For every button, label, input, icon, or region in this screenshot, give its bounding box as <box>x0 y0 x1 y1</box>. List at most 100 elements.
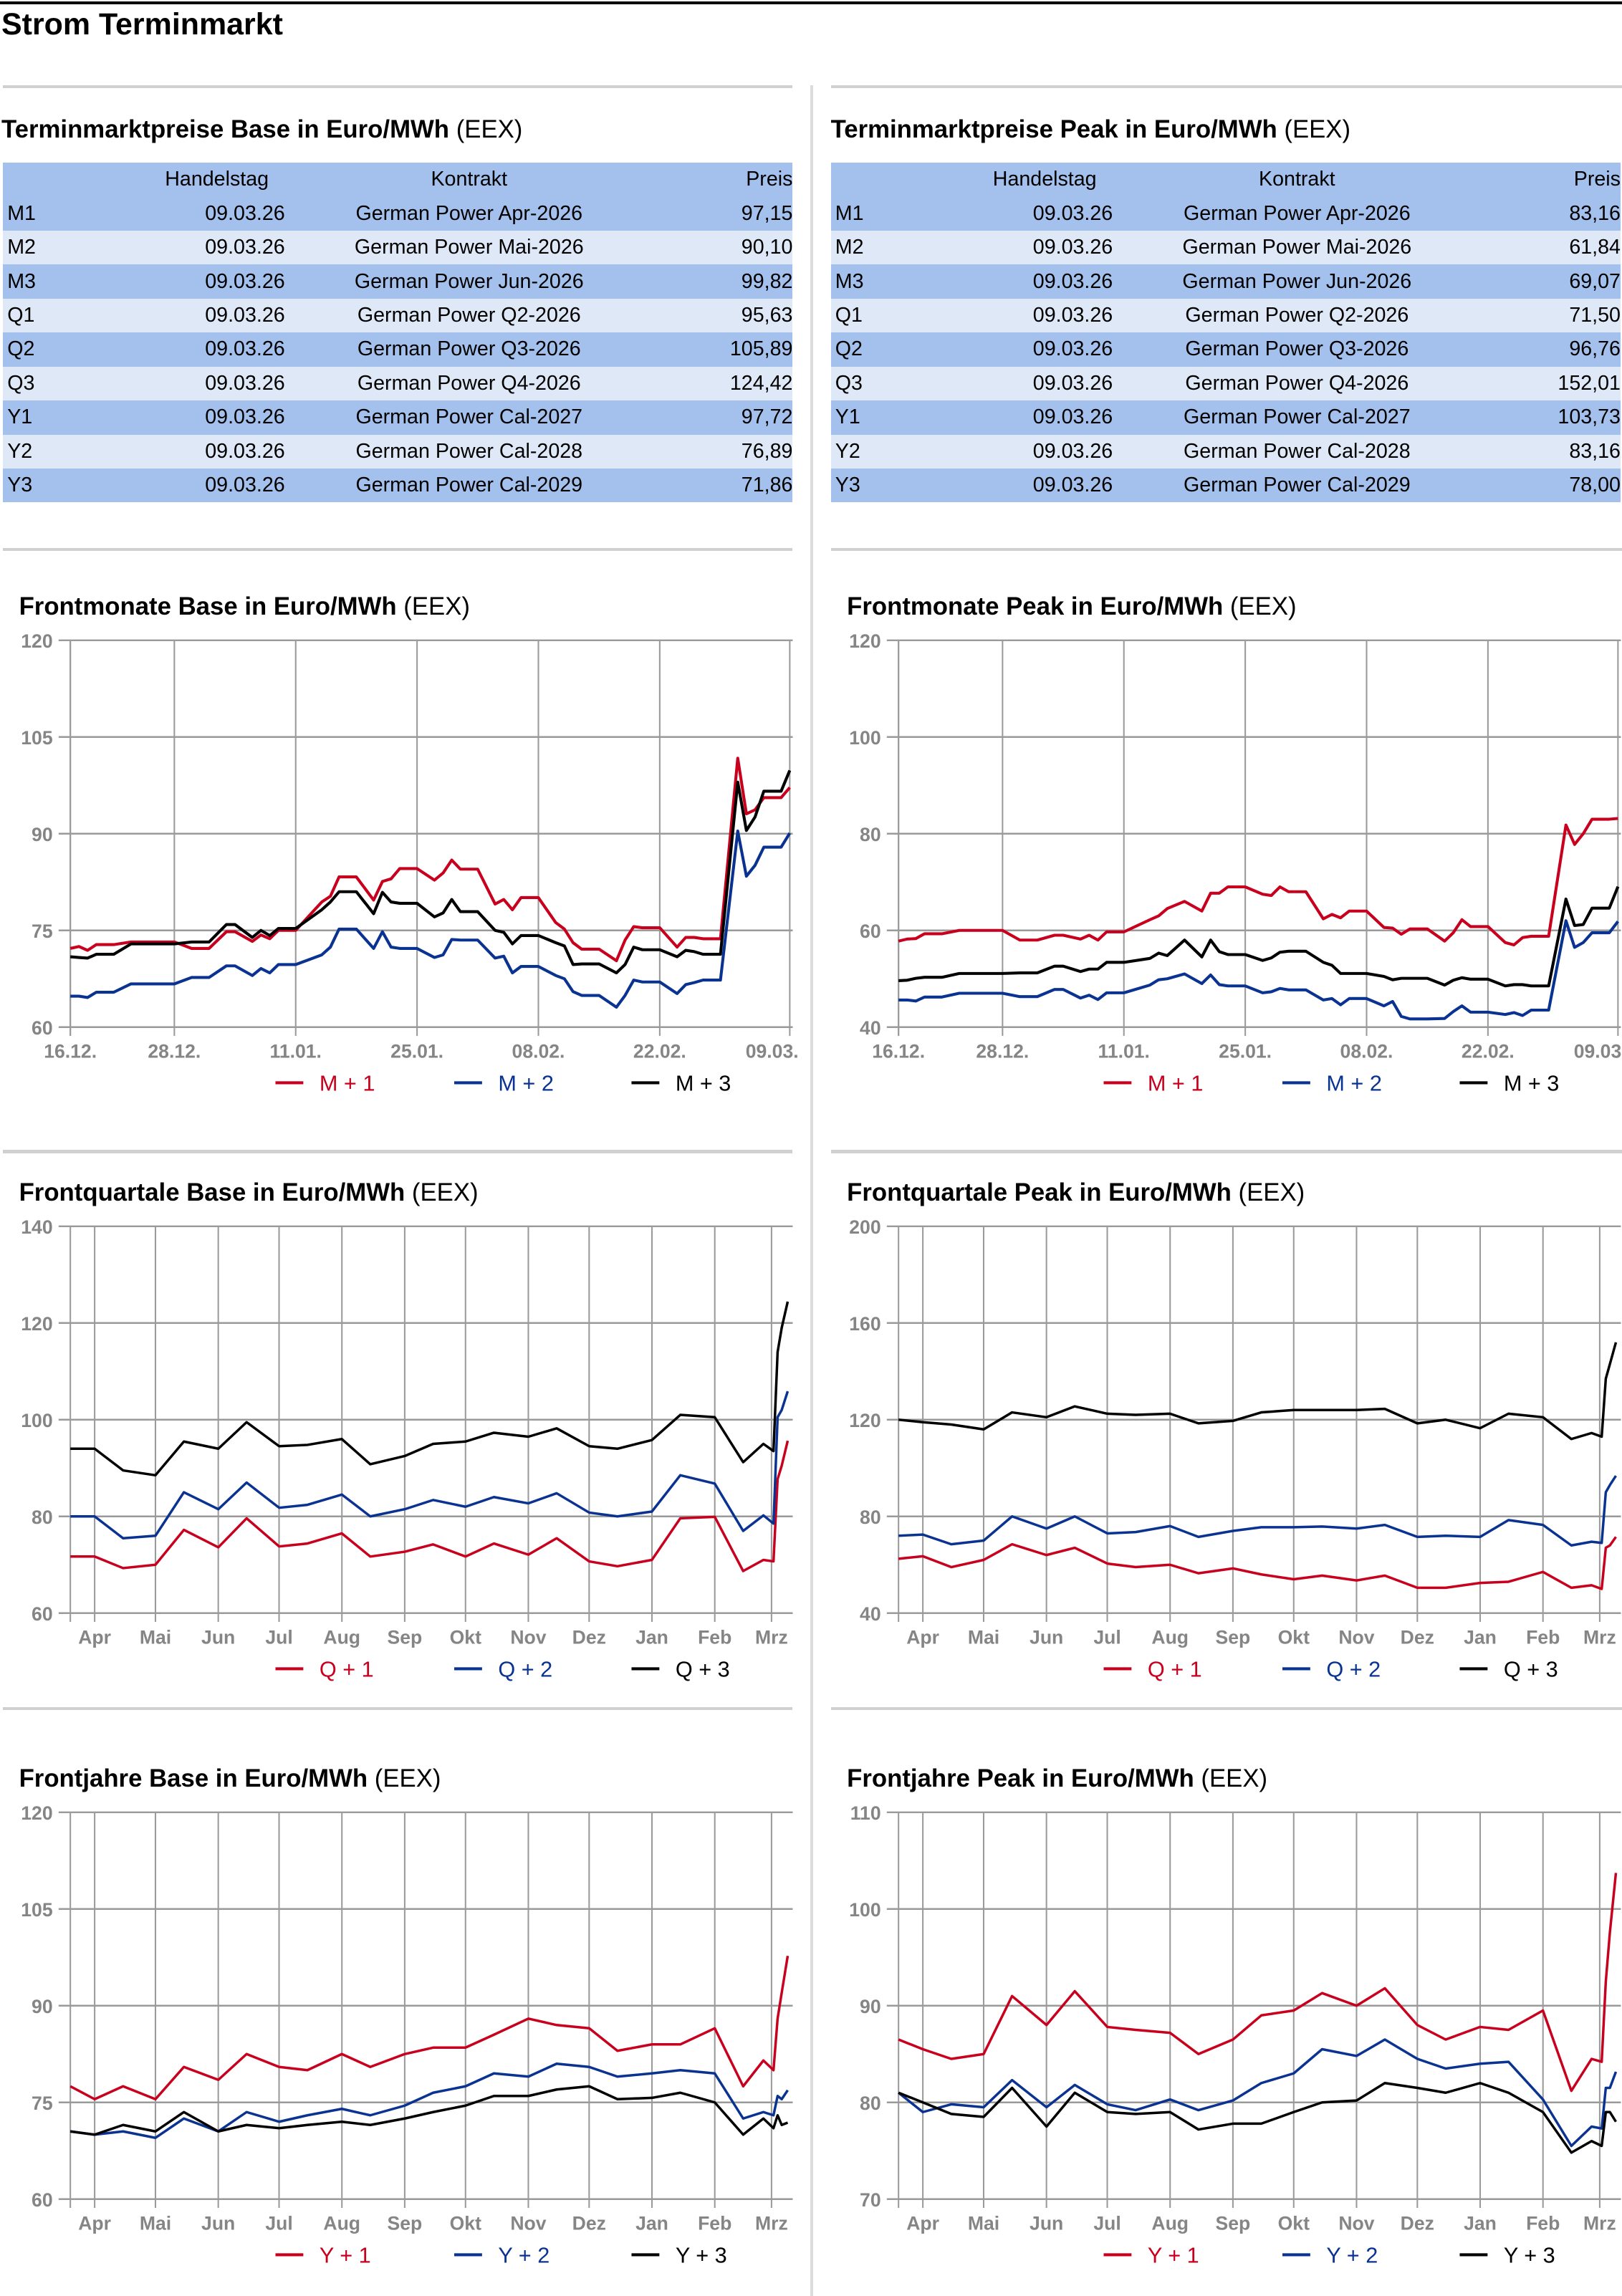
x-tick-label: Okt <box>1277 1627 1309 1648</box>
table-row: Q3 09.03.26 German Power Q4-2026 152,01 <box>830 366 1621 401</box>
contract-name: German Power Jun-2026 <box>1182 269 1412 293</box>
contract-name: German Power Q3-2026 <box>357 337 581 361</box>
table-row: Q3 09.03.26 German Power Q4-2026 124,42 <box>3 366 793 401</box>
contract-code: M2 <box>835 236 864 259</box>
contract-code: Y3 <box>7 474 33 497</box>
table-title-source: (EEX) <box>456 115 523 143</box>
x-tick-label: Nov <box>1338 2213 1374 2234</box>
chart-frontmonate-peak: Frontmonate Peak in Euro/MWh (EEX) 40 60 80… <box>828 549 1622 1135</box>
contract-code: Q2 <box>835 337 863 361</box>
x-tick-label: Nov <box>510 2213 546 2234</box>
trade-date: 09.03.26 <box>205 405 285 429</box>
x-tick-label: Dez <box>572 2213 606 2234</box>
x-tick-label: Mrz <box>755 2213 788 2234</box>
series-line-3 <box>898 885 1619 988</box>
legend-label: Q + 3 <box>1503 1658 1558 1682</box>
contract-code: M1 <box>835 201 864 225</box>
contract-code: Y1 <box>7 405 33 429</box>
series-line-2 <box>70 829 792 1009</box>
y-tick-label: 80 <box>32 1507 53 1528</box>
contract-name: German Power Cal-2027 <box>355 405 583 429</box>
table-title-main: Terminmarktpreise Peak in Euro/MWh <box>830 115 1277 143</box>
y-tick-label: 90 <box>860 1996 881 2017</box>
trade-date: 09.03.26 <box>205 474 285 497</box>
y-tick-label: 160 <box>849 1313 880 1335</box>
table-row: Y3 09.03.26 German Power Cal-2029 71,86 <box>3 468 793 503</box>
x-tick-label: Sep <box>388 2213 423 2234</box>
x-tick-label: Aug <box>323 2213 360 2234</box>
chart-title-main: Frontmonate Base in Euro/MWh <box>19 593 397 621</box>
x-tick-label: Jan <box>1464 1627 1497 1648</box>
legend-label: Y + 2 <box>1326 2244 1378 2268</box>
column-header: Handelstag <box>165 168 269 191</box>
section-divider <box>830 85 1622 88</box>
price-table-peak: Handelstag Kontrakt Preis M1 09.03.26 German … <box>830 163 1621 503</box>
y-tick-label: 110 <box>850 1802 880 1824</box>
series-line-2 <box>70 1390 790 1540</box>
contract-name: German Power Mai-2026 <box>1182 236 1412 259</box>
contract-name: German Power Q4-2026 <box>357 371 581 395</box>
y-tick-label: 60 <box>32 1017 53 1039</box>
x-tick-label: Dez <box>1400 1627 1434 1648</box>
table-row: Q2 09.03.26 German Power Q3-2026 105,89 <box>3 332 793 367</box>
table-row: M1 09.03.26 German Power Apr-2026 83,16 <box>830 196 1621 231</box>
x-tick-label: Okt <box>1277 2213 1309 2234</box>
contract-name: German Power Apr-2026 <box>1184 201 1411 225</box>
table-title-source: (EEX) <box>1284 115 1351 143</box>
y-tick-label: 80 <box>860 2093 881 2114</box>
x-tick-label: Mrz <box>755 1627 788 1648</box>
y-tick-label: 105 <box>21 1899 53 1921</box>
x-tick-label: 28.12. <box>148 1041 201 1062</box>
price: 97,15 <box>741 201 793 225</box>
chart-frontquartale-base: Frontquartale Base in Euro/MWh (EEX) 60 80… <box>0 1135 810 1721</box>
x-tick-label: Dez <box>572 1627 606 1648</box>
chart-title-source: (EEX) <box>1201 1765 1268 1793</box>
contract-code: Q1 <box>835 303 863 327</box>
series-line-1 <box>69 756 791 963</box>
series-line-2 <box>898 919 1619 1021</box>
y-tick-label: 80 <box>860 824 881 845</box>
y-tick-label: 75 <box>32 921 53 942</box>
legend-label: M + 2 <box>1326 1072 1382 1096</box>
series-line-1 <box>898 1873 1617 2093</box>
legend-label: M + 3 <box>1503 1072 1559 1096</box>
x-tick-label: Jul <box>265 1627 292 1648</box>
table-title-peak: Terminmarktpreise Peak in Euro/MWh (EEX) <box>831 116 1350 144</box>
table-row: M2 09.03.26 German Power Mai-2026 90,10 <box>3 230 793 265</box>
table-header-row: Handelstag Kontrakt Preis <box>830 163 1621 197</box>
series-line-3 <box>69 769 792 975</box>
table-row: M2 09.03.26 German Power Mai-2026 61,84 <box>830 230 1621 265</box>
chart-title: Frontjahre Base in Euro/MWh (EEX) <box>19 1765 441 1793</box>
price: 95,63 <box>741 303 793 327</box>
x-tick-label: Apr <box>78 1627 111 1648</box>
x-tick-label: 16.12. <box>872 1041 925 1062</box>
series-line-1 <box>898 1536 1617 1590</box>
x-tick-label: Mai <box>140 1627 171 1648</box>
legend-label: Q + 2 <box>1326 1658 1381 1682</box>
x-tick-label: 25.01. <box>390 1041 443 1062</box>
contract-name: German Power Cal-2029 <box>355 474 583 497</box>
price: 90,10 <box>741 236 793 259</box>
section-divider <box>830 1150 1622 1153</box>
trade-date: 09.03.26 <box>1032 201 1113 225</box>
chart-title-main: Frontmonate Peak in Euro/MWh <box>847 593 1224 621</box>
trade-date: 09.03.26 <box>205 337 285 361</box>
y-tick-label: 40 <box>860 1603 881 1625</box>
x-tick-label: Apr <box>78 2213 111 2234</box>
column-header: Handelstag <box>992 168 1097 191</box>
table-row: Q1 09.03.26 German Power Q2-2026 71,50 <box>830 298 1621 333</box>
x-tick-label: 16.12. <box>44 1041 97 1062</box>
section-divider <box>3 547 793 551</box>
legend-label: Y + 1 <box>1147 2244 1199 2268</box>
x-tick-label: Okt <box>450 2213 481 2234</box>
chart-frontquartale-peak: Frontquartale Peak in Euro/MWh (EEX) 40 80… <box>828 1135 1622 1721</box>
chart-svg: 60 75 90 105 120 16.12. 28.12. 11.01. 25.01. 08.0… <box>21 630 798 1096</box>
legend-label: Q + 1 <box>1147 1658 1201 1682</box>
x-tick-label: Sep <box>1215 2213 1250 2234</box>
chart-frontmonate-base: Frontmonate Base in Euro/MWh (EEX) 60 75 90… <box>0 549 810 1135</box>
x-tick-label: Mai <box>967 1627 999 1648</box>
series-line-1 <box>898 817 1618 946</box>
x-tick-label: 08.02. <box>1340 1041 1393 1062</box>
series-line-3 <box>898 1342 1617 1441</box>
table-row: Y2 09.03.26 German Power Cal-2028 76,89 <box>3 434 793 469</box>
